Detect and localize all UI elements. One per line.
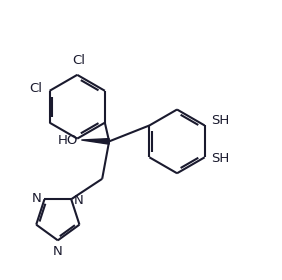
Text: HO: HO: [58, 134, 78, 146]
Text: N: N: [74, 194, 84, 207]
Text: SH: SH: [211, 114, 229, 127]
Text: SH: SH: [211, 152, 229, 165]
Polygon shape: [81, 139, 109, 144]
Text: N: N: [53, 245, 63, 258]
Text: Cl: Cl: [29, 81, 42, 95]
Text: N: N: [31, 192, 41, 205]
Text: Cl: Cl: [72, 54, 85, 67]
